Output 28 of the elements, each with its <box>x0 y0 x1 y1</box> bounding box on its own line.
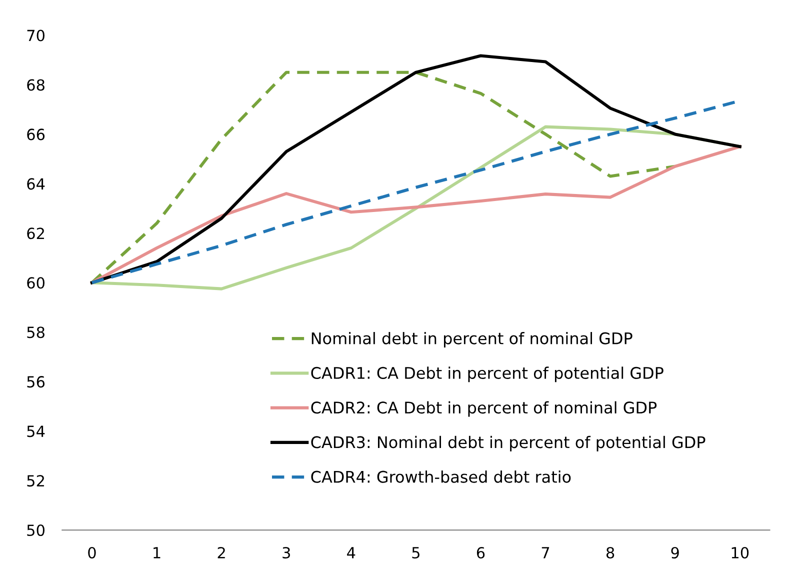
legend-label: CADR1: CA Debt in percent of potential GDP <box>311 366 664 382</box>
x-tick-label: 8 <box>606 546 614 559</box>
y-tick-label: 62 <box>27 228 44 240</box>
y-tick-label: 56 <box>27 376 45 388</box>
y-tick-label: 64 <box>27 178 45 190</box>
y-tick-label: 66 <box>27 128 45 140</box>
y-tick-label: 50 <box>27 524 44 536</box>
x-tick-label: 5 <box>412 547 420 559</box>
y-tick-label: 60 <box>27 277 44 289</box>
x-tick-label: 1 <box>154 547 160 558</box>
y-tick-label: 68 <box>27 79 44 91</box>
y-tick-label: 58 <box>27 326 44 338</box>
y-tick-label: 52 <box>27 475 44 487</box>
y-tick-label: 70 <box>27 30 44 42</box>
legend-label: Nominal debt in percent of nominal GDP <box>312 332 632 348</box>
x-tick-label: 7 <box>542 547 550 558</box>
line-series <box>90 54 742 284</box>
x-tick-label: 6 <box>476 546 485 559</box>
x-tick-label: 4 <box>347 547 356 558</box>
x-tick-label: 2 <box>218 546 225 558</box>
y-tick-label: 54 <box>27 426 45 438</box>
x-tick-label: 0 <box>88 546 96 559</box>
x-tick-label: 9 <box>671 546 679 559</box>
x-tick-label: 3 <box>282 546 290 559</box>
x-tick-label: 10 <box>732 546 749 559</box>
legend-label: CADR4: Growth-based debt ratio <box>311 470 571 483</box>
legend-label: CADR3: Nominal debt in percent of potential GDP <box>311 436 706 452</box>
legend-label: CADR2: CA Debt in percent of nominal GDP <box>311 401 657 417</box>
